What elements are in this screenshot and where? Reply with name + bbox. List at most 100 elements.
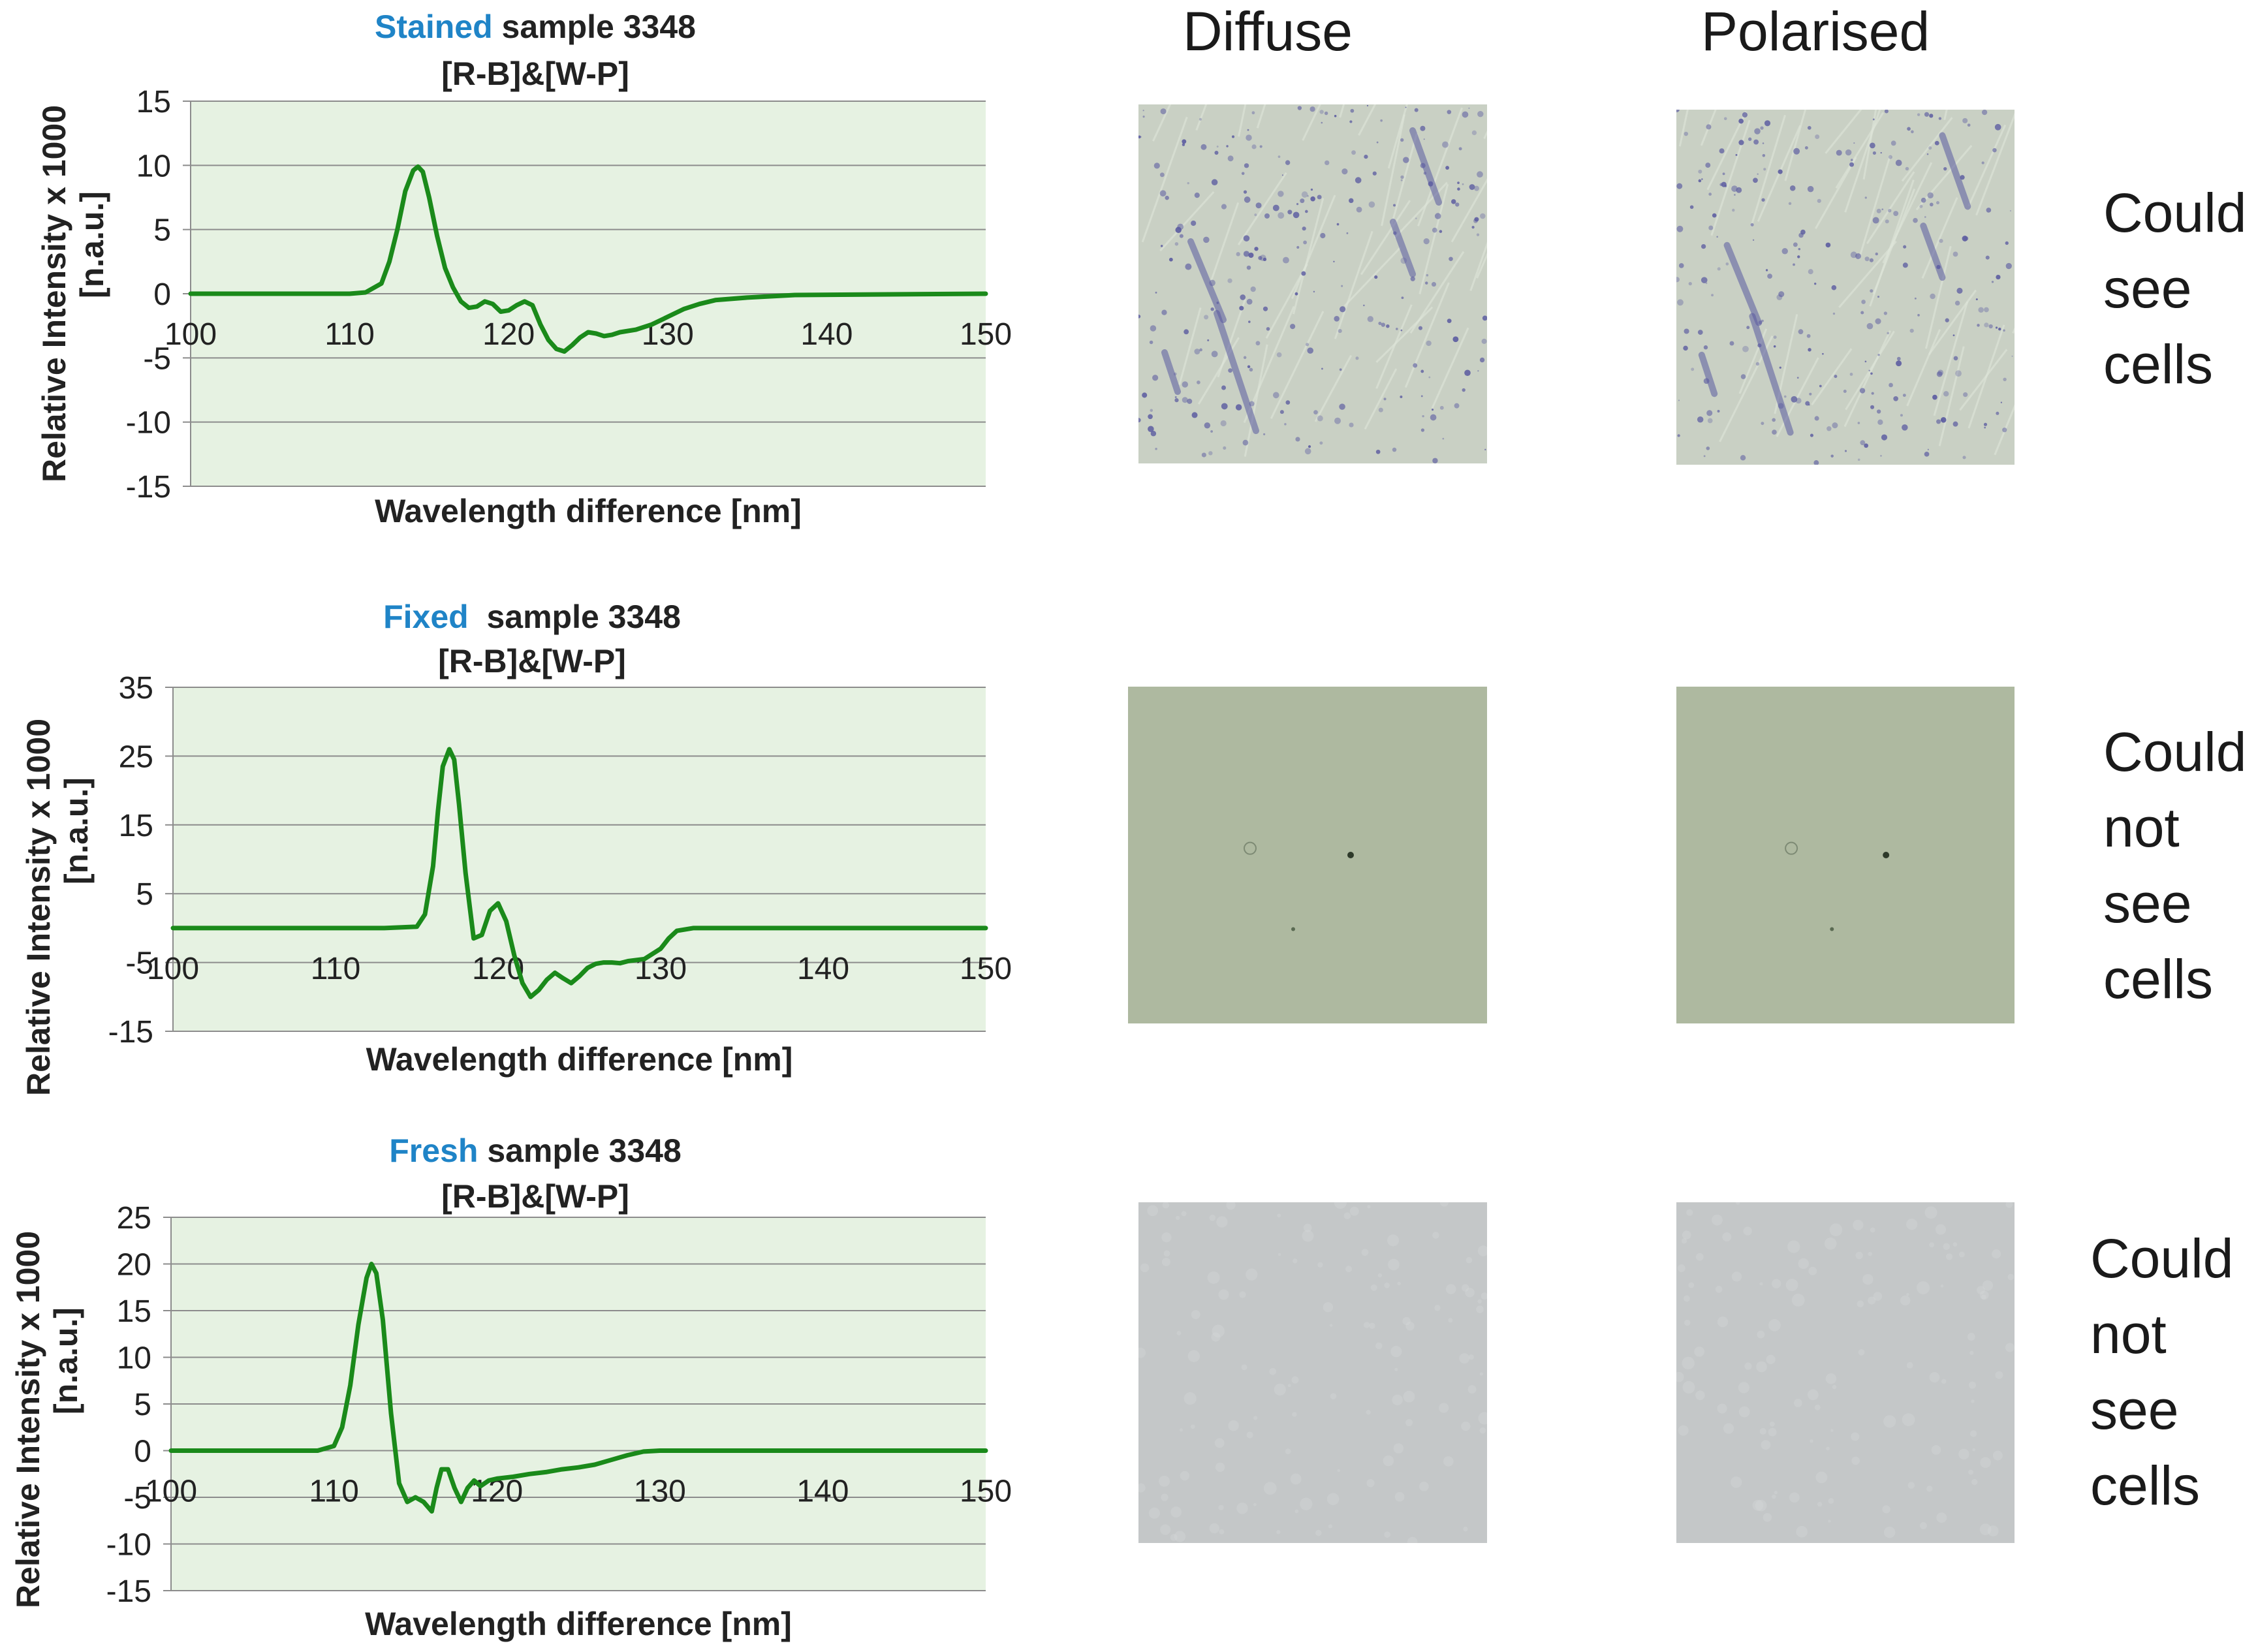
texture-spot bbox=[1940, 1284, 1944, 1288]
stained-cell-dot bbox=[1962, 236, 1968, 242]
texture-spot bbox=[1981, 1294, 1986, 1300]
texture-spot bbox=[1467, 1385, 1477, 1394]
stained-cell-dot bbox=[1418, 326, 1422, 330]
texture-spot bbox=[1929, 1242, 1935, 1248]
texture-spot bbox=[1676, 1371, 1684, 1382]
texture-spot bbox=[1929, 1372, 1940, 1383]
stained-cell-dot bbox=[1927, 192, 1934, 199]
stained-cell-dot bbox=[1830, 454, 1834, 458]
stained-cell-dot bbox=[1194, 193, 1200, 198]
texture-spot bbox=[1384, 1282, 1390, 1288]
stained-cell-dot bbox=[1457, 187, 1460, 191]
stained-cell-dot bbox=[1798, 232, 1804, 238]
texture-spot bbox=[1798, 1258, 1809, 1270]
stained-cell-dot bbox=[1945, 318, 1949, 322]
stained-cell-dot bbox=[1477, 110, 1484, 117]
micrograph-fixed-polarised bbox=[1676, 687, 2015, 1023]
stained-cell-dot bbox=[1740, 374, 1746, 379]
micrograph-streak bbox=[1450, 178, 1487, 243]
x-tick-label: 110 bbox=[309, 1474, 359, 1509]
texture-spot bbox=[1979, 1523, 1992, 1535]
stained-cell-dot bbox=[1772, 418, 1776, 422]
stained-cell-dot bbox=[1721, 181, 1727, 187]
micrograph-streak bbox=[1394, 181, 1448, 239]
chart-stained: Stained sample 3348 [R-B]&[W-P] 15 10 5 0 -5 -1… bbox=[36, 8, 1012, 529]
stained-cell-dot bbox=[1943, 166, 1947, 171]
stained-cell-dot bbox=[1246, 265, 1251, 270]
stained-cell-dot bbox=[1295, 437, 1300, 442]
chart-title-sample-type: Fresh bbox=[389, 1132, 478, 1169]
stained-cell-dot bbox=[1705, 163, 1711, 168]
texture-spot bbox=[1862, 1273, 1874, 1285]
stained-cell-dot bbox=[1738, 140, 1744, 146]
stained-cell-dot bbox=[1159, 172, 1165, 178]
stained-cell-dot bbox=[1868, 369, 1870, 371]
stained-cell-dot bbox=[1378, 407, 1383, 413]
stained-cell-dot bbox=[1960, 175, 1965, 180]
texture-spot bbox=[1743, 1226, 1752, 1236]
texture-spot bbox=[1179, 1428, 1184, 1432]
stained-cell-dot bbox=[1716, 236, 1718, 238]
stained-cell-dot bbox=[1791, 396, 1798, 403]
stained-cell-dot bbox=[1334, 417, 1341, 424]
stained-cell-dot bbox=[1902, 424, 1908, 431]
stained-cell-dot bbox=[1975, 298, 1978, 301]
texture-spot bbox=[1858, 1348, 1865, 1356]
stained-cell-dot bbox=[1258, 256, 1262, 260]
stained-cell-dot bbox=[1772, 429, 1777, 435]
texture-spot bbox=[1825, 1373, 1837, 1384]
micrograph-streak bbox=[1933, 301, 1969, 416]
stained-cell-dot bbox=[1978, 307, 1984, 313]
stained-cell-dot bbox=[1447, 319, 1452, 324]
stained-cell-dot bbox=[1442, 437, 1445, 440]
stained-cell-dot bbox=[1420, 428, 1425, 432]
texture-spot bbox=[1162, 1202, 1170, 1209]
stained-cell-dot bbox=[1426, 340, 1432, 347]
stained-cell-dot bbox=[1254, 247, 1259, 251]
stained-cell-dot bbox=[1684, 131, 1689, 136]
texture-spot bbox=[1367, 1205, 1371, 1209]
texture-spot bbox=[1731, 1271, 1742, 1282]
chart-subtitle: [R-B]&[W-P] bbox=[438, 643, 626, 679]
stained-cell-dot bbox=[1203, 236, 1210, 243]
stained-cell-dot bbox=[1165, 195, 1169, 200]
micrograph-streak bbox=[1238, 104, 1247, 137]
texture-spot bbox=[1140, 1263, 1150, 1273]
texture-spot bbox=[1738, 1382, 1749, 1394]
stained-cell-dot bbox=[1913, 217, 1918, 223]
stained-cell-dot bbox=[1869, 258, 1874, 262]
texture-spot bbox=[1826, 1446, 1830, 1451]
y-tick-label: -15 bbox=[126, 470, 171, 505]
micrograph-streak bbox=[1265, 263, 1308, 339]
texture-spot bbox=[1796, 1525, 1808, 1538]
stained-cell-dot bbox=[1400, 179, 1403, 181]
texture-spot bbox=[1397, 1281, 1401, 1286]
texture-spot bbox=[1883, 1415, 1896, 1428]
texture-spot bbox=[1958, 1448, 1969, 1459]
micrograph-fresh-diffuse bbox=[1138, 1202, 1487, 1543]
texture-spot bbox=[1731, 1476, 1742, 1488]
micrograph-background bbox=[1676, 1202, 2015, 1543]
y-axis-label: Relative Intensity x 1000 bbox=[10, 1231, 46, 1608]
observation-note-stained: Could see cells bbox=[2103, 175, 2246, 402]
micrograph-streak bbox=[1291, 195, 1336, 300]
texture-spot bbox=[1302, 1230, 1314, 1242]
stained-cell-dot bbox=[1278, 212, 1285, 219]
texture-spot bbox=[1752, 1499, 1764, 1511]
texture-spot bbox=[1161, 1232, 1172, 1243]
texture-spot bbox=[1952, 1242, 1958, 1247]
y-axis-label: Relative Intensity x 1000 bbox=[20, 719, 57, 1096]
stained-cell-dot bbox=[1855, 253, 1862, 259]
stained-cell-dot bbox=[1797, 255, 1800, 258]
y-axis-unit-label: [n.a.u.] bbox=[58, 777, 95, 884]
texture-spot bbox=[1439, 1202, 1449, 1207]
stained-cell-dot bbox=[1758, 320, 1763, 324]
stained-cell-dot bbox=[1962, 117, 1968, 123]
stained-cell-dot bbox=[1902, 262, 1908, 268]
texture-spot bbox=[1814, 1404, 1821, 1410]
stained-cell-dot bbox=[1296, 245, 1300, 249]
stained-cell-dot bbox=[1807, 125, 1811, 130]
stained-cell-dot bbox=[1788, 202, 1792, 206]
stained-cell-dot bbox=[1338, 329, 1342, 334]
stained-cell-dot bbox=[1872, 151, 1877, 155]
